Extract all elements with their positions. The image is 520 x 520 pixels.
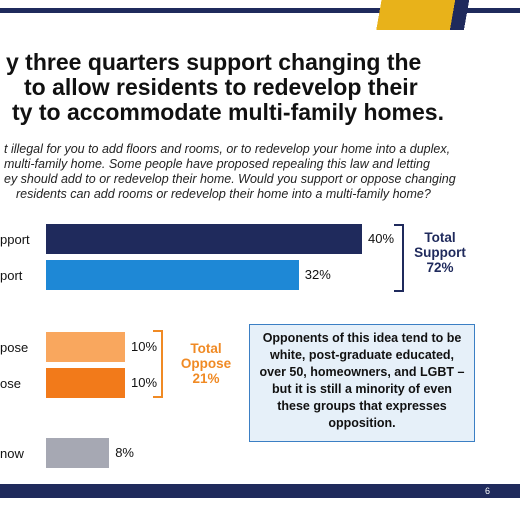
- total-oppose-line: Total: [190, 341, 222, 356]
- question-line-1: t illegal for you to add floors and room…: [4, 142, 451, 156]
- value-label: 10%: [131, 375, 158, 390]
- survey-question: t illegal for you to add floors and room…: [0, 142, 520, 202]
- total-oppose: Total Oppose 21%: [168, 341, 244, 386]
- question-line-2: multi-family home. Some people have prop…: [4, 157, 430, 171]
- header-navy-line: [0, 8, 520, 13]
- total-oppose-line: Oppose: [180, 356, 232, 371]
- page-number: 6: [484, 486, 490, 496]
- total-support-line: Total: [424, 230, 456, 245]
- bar: [46, 438, 110, 468]
- total-oppose-value: 21%: [192, 371, 220, 386]
- headline-line-2: to allow residents to redevelop their: [24, 74, 418, 100]
- value-label: 32%: [304, 267, 331, 282]
- support-bracket: [394, 224, 404, 292]
- bar: [46, 368, 125, 398]
- question-line-3: ey should add to or redevelop their home…: [4, 172, 456, 186]
- value-label: 8%: [115, 445, 134, 460]
- header-gold-accent: [350, 0, 520, 30]
- header-decoration: [0, 0, 520, 36]
- category-label: ose: [0, 376, 21, 391]
- question-line-4: residents can add rooms or redevelop the…: [16, 187, 431, 201]
- value-label: 40%: [368, 231, 395, 246]
- slide-headline: y three quarters support changing the to…: [0, 50, 520, 125]
- category-label: pport: [0, 232, 30, 247]
- footer-bar: [0, 484, 520, 498]
- total-support-value: 72%: [426, 260, 454, 275]
- bar: [46, 224, 362, 254]
- bar: [46, 332, 125, 362]
- total-support-line: Support: [414, 245, 466, 260]
- category-label: pose: [0, 340, 29, 355]
- oppose-bracket: [153, 330, 163, 398]
- headline-line-1: y three quarters support changing the: [6, 49, 422, 75]
- opponents-callout: Opponents of this idea tend to be white,…: [249, 324, 475, 442]
- bar: [46, 260, 299, 290]
- total-support: Total Support 72%: [406, 230, 474, 275]
- value-label: 10%: [131, 339, 158, 354]
- category-label: now: [0, 446, 24, 461]
- headline-line-3: ty to accommodate multi-family homes.: [12, 99, 444, 125]
- category-label: port: [0, 268, 23, 283]
